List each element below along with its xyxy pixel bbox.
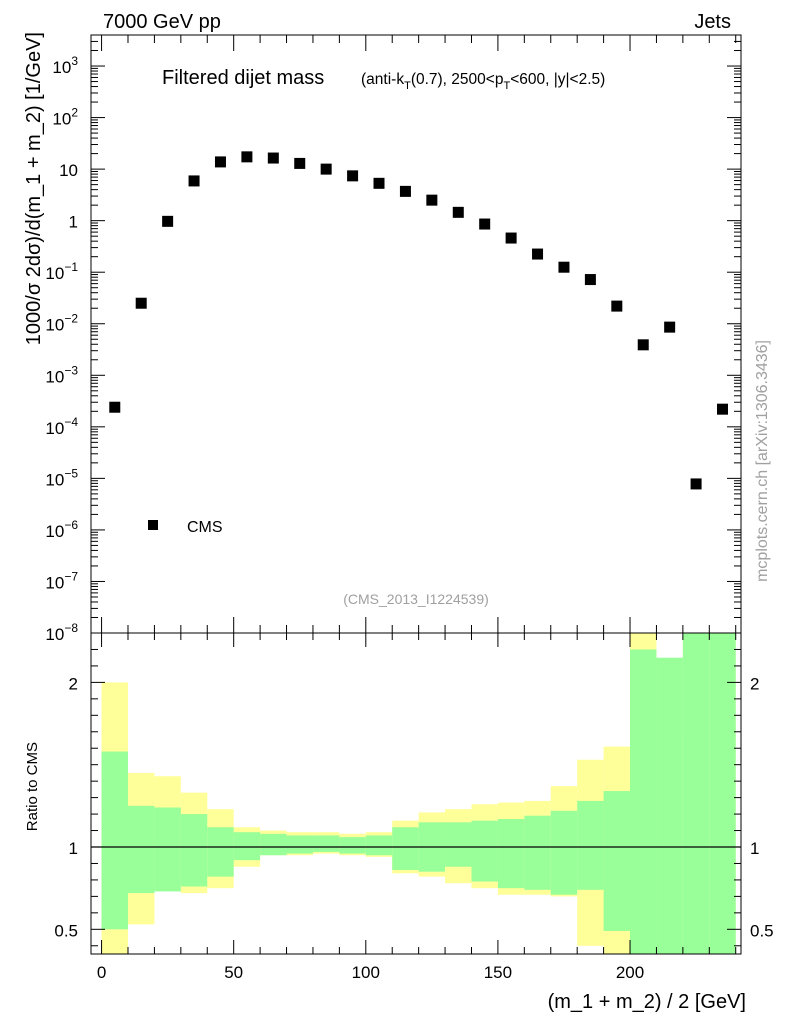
x-tick-label: 100	[352, 963, 380, 982]
stat-band-bin	[709, 633, 736, 954]
y-tick-label: 10	[59, 161, 78, 180]
stat-band-bin	[312, 835, 340, 852]
stat-band-bin	[682, 633, 710, 954]
analysis-id: (CMS_2013_I1224539)	[343, 591, 489, 607]
legend-marker	[148, 520, 158, 530]
ratio-y-axis-label: Ratio to CMS	[24, 742, 41, 831]
ratio-y-tick-label-left: 2	[69, 674, 78, 693]
data-point	[717, 403, 729, 415]
ratio-plot-frame	[90, 632, 742, 955]
stat-band-bin	[233, 832, 261, 861]
stat-band-bin	[550, 810, 578, 895]
plot-subtitle: (anti-kT(0.7), 2500<pT<600, |y|<2.5)	[361, 71, 605, 92]
y-tick-label: 10−6	[45, 518, 78, 541]
data-point	[214, 156, 226, 168]
side-label: mcplots.cern.ch [arXiv:1306.3436]	[754, 340, 771, 582]
ratio-y-tick-label-right: 2	[750, 674, 759, 693]
stat-band-bin	[603, 791, 631, 931]
stat-band-bin	[127, 805, 155, 894]
header-left: 7000 GeV pp	[103, 11, 221, 33]
y-tick-label: 103	[52, 54, 78, 77]
data-point	[505, 232, 517, 244]
data-point	[188, 175, 200, 187]
y-tick-label: 10−4	[45, 415, 78, 438]
data-point	[558, 261, 570, 273]
stat-band-bin	[339, 837, 366, 854]
data-point	[426, 194, 438, 206]
data-point	[479, 218, 491, 230]
data-point	[532, 248, 544, 260]
top-plot-frame	[90, 34, 742, 634]
stat-band-bin	[497, 819, 525, 889]
y-tick-label: 10−7	[45, 569, 78, 592]
data-point	[294, 157, 306, 169]
stat-band-bin	[365, 835, 393, 856]
data-point	[162, 215, 174, 227]
ratio-y-tick-label-left: 1	[69, 839, 78, 858]
stat-band-bin	[471, 820, 498, 882]
data-point	[611, 300, 623, 312]
ratio-y-tick-label-right: 1	[750, 839, 759, 858]
stat-band-bin	[101, 751, 128, 930]
data-point	[267, 152, 279, 164]
y-tick-label: 10−2	[45, 312, 78, 335]
plot-title: Filtered dijet mass	[162, 67, 324, 89]
x-tick-label: 50	[224, 963, 243, 982]
x-tick-label: 200	[616, 963, 644, 982]
legend-label: CMS	[187, 519, 223, 536]
data-point	[452, 206, 464, 218]
y-tick-label: 10−5	[45, 466, 78, 489]
data-point	[241, 151, 253, 163]
data-point	[373, 177, 385, 189]
x-tick-label: 0	[97, 963, 106, 982]
stat-band-bin	[577, 800, 604, 890]
stat-band-bin	[207, 827, 234, 877]
stat-band-bin	[260, 833, 287, 856]
data-point	[637, 339, 649, 351]
data-point	[399, 185, 411, 197]
ratio-y-tick-label-right: 0.5	[750, 921, 774, 940]
stat-band-bin	[630, 649, 657, 954]
stat-band-bin	[524, 815, 551, 890]
y-tick-label: 10−1	[45, 260, 78, 283]
y-tick-label: 102	[52, 106, 78, 129]
stat-band-bin	[392, 827, 419, 871]
data-markers	[109, 151, 729, 490]
x-tick-label: 150	[484, 963, 512, 982]
y-axis-label: 1000/σ 2dσ)/d(m_1 + m_2) [1/GeV]	[23, 32, 45, 345]
data-point	[664, 321, 676, 333]
data-point	[347, 170, 359, 182]
axis-ticks: 10−810−710−610−510−410−310−210−111010210…	[45, 34, 774, 982]
stat-band-bin	[656, 657, 683, 954]
header-right: Jets	[694, 11, 731, 33]
y-tick-label: 10−3	[45, 363, 78, 386]
data-point	[109, 401, 121, 413]
stat-band-bin	[445, 822, 472, 867]
ratio-bands	[101, 633, 736, 954]
data-point	[690, 478, 702, 490]
stat-band-bin	[154, 807, 181, 892]
x-axis-label: (m_1 + m_2) / 2 [GeV]	[548, 991, 746, 1013]
y-tick-label: 1	[69, 213, 78, 232]
data-point	[320, 163, 332, 175]
y-tick-label: 10−8	[45, 621, 78, 644]
data-point	[135, 297, 147, 309]
ratio-y-tick-label-left: 0.5	[54, 921, 78, 940]
stat-band-bin	[286, 835, 313, 854]
data-point	[584, 274, 596, 286]
stat-band-bin	[180, 814, 208, 887]
